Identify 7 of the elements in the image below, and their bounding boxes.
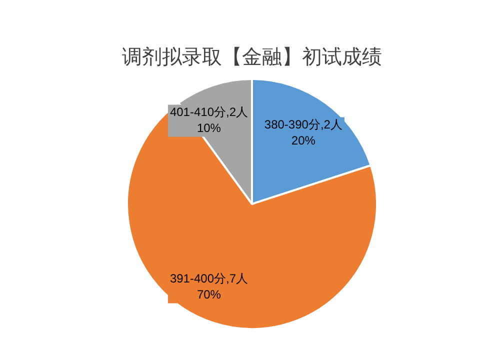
data-label: 70% [196, 288, 222, 302]
slice-label: 380-390分,2人 [264, 118, 342, 132]
data-label: 10% [196, 121, 222, 136]
slice-label: 401-410分,2人 [170, 105, 248, 120]
data-label: 20% [291, 134, 316, 148]
slice-label: 391-400分,7人 [170, 272, 248, 286]
chart-title: 调剂拟录取【金融】初试成绩 [122, 46, 382, 69]
